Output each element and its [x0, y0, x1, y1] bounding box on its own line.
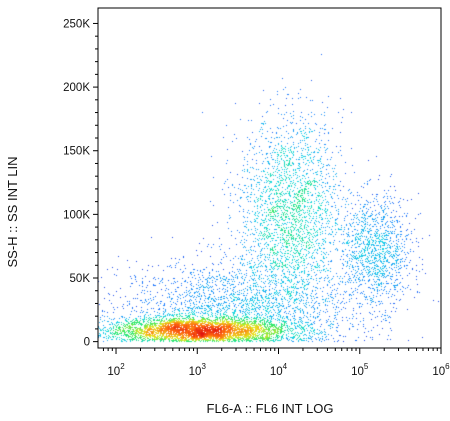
x-tick-label: 105: [351, 362, 369, 378]
x-tick-label: 102: [107, 362, 125, 378]
y-axis: 0 50K 100K 150K 200K 250K: [63, 18, 98, 349]
y-tick-label: 100K: [63, 209, 90, 221]
y-tick-label: 250K: [63, 18, 90, 30]
x-tick-label: 104: [270, 362, 288, 378]
x-axis-label: FL6-A :: FL6 INT LOG: [207, 401, 334, 416]
y-axis-label: SS-H :: SS INT LIN: [5, 156, 20, 267]
x-axis: 102 103 104 105 106: [102, 348, 450, 378]
x-tick-label: 106: [432, 362, 450, 378]
data-points-layer: [98, 8, 441, 348]
y-tick-label: 0: [84, 337, 90, 349]
plot-frame: [97, 7, 442, 349]
y-tick-label: 50K: [70, 273, 91, 285]
y-tick-label: 150K: [63, 146, 90, 158]
x-tick-label: 103: [189, 362, 207, 378]
density-dot-cloud: [98, 8, 441, 348]
y-tick-label: 200K: [63, 82, 90, 94]
